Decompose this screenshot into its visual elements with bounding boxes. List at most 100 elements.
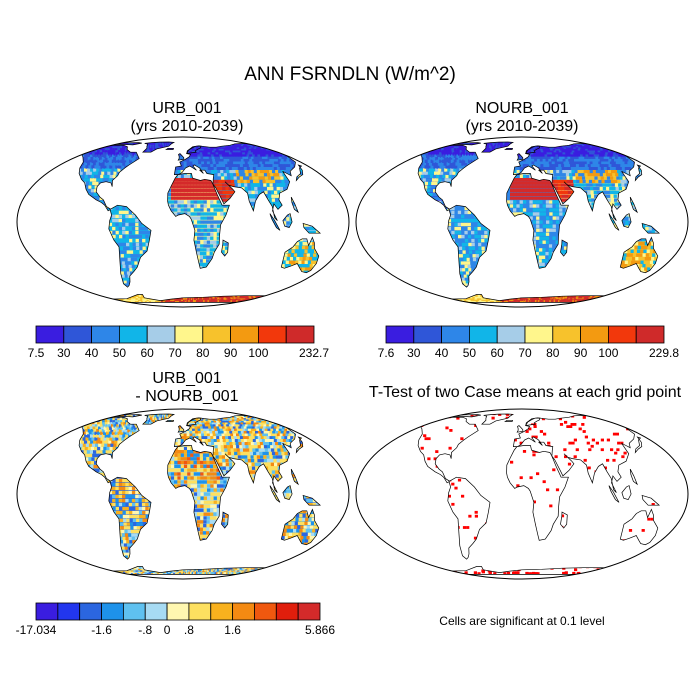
grid-cell — [472, 181, 476, 186]
panel-1-title-line1: URB_001 — [152, 100, 222, 117]
grid-cell — [195, 143, 200, 145]
grid-cell — [427, 171, 432, 175]
grid-cell — [74, 148, 78, 152]
grid-cell — [339, 218, 343, 221]
grid-cell — [197, 236, 201, 240]
grid-cell — [213, 204, 217, 208]
coastline-eurasia — [173, 143, 308, 221]
grid-cell — [60, 178, 63, 182]
grid-cell — [160, 148, 164, 152]
grid-cell — [312, 151, 316, 154]
grid-cell — [295, 183, 299, 187]
grid-cell — [97, 165, 101, 169]
grid-cell — [60, 157, 63, 161]
grid-cell — [125, 174, 129, 179]
grid-cell — [399, 196, 400, 201]
grid-cell — [416, 189, 421, 193]
grid-cell — [432, 157, 436, 161]
grid-cell — [266, 158, 271, 162]
grid-cell — [168, 178, 172, 182]
grid-cell — [204, 143, 208, 145]
grid-cell — [196, 173, 200, 175]
grid-cell — [52, 162, 56, 165]
grid-cell — [415, 196, 420, 201]
grid-cell — [269, 163, 274, 167]
grid-cell — [467, 200, 472, 204]
grid-cell — [471, 148, 476, 152]
grid-cell — [245, 172, 249, 177]
grid-cell — [123, 271, 128, 275]
grid-cell — [138, 222, 143, 227]
grid-cell — [84, 154, 88, 158]
grid-cell — [433, 189, 437, 193]
grid-cell — [43, 205, 47, 208]
grid-cell — [189, 169, 194, 174]
grid-cell — [216, 224, 221, 228]
grid-cell — [199, 255, 204, 259]
grid-cell — [215, 259, 219, 263]
grid-cell — [459, 148, 463, 152]
grid-cell — [137, 277, 141, 281]
grid-cell — [336, 183, 340, 186]
grid-cell — [315, 176, 319, 179]
grid-cell — [421, 200, 426, 204]
grid-cell — [266, 299, 271, 303]
grid-cell — [209, 185, 213, 189]
grid-cell — [142, 285, 147, 288]
grid-cell — [291, 172, 296, 177]
grid-cell — [198, 160, 202, 165]
grid-cell — [168, 294, 172, 297]
grid-cell — [436, 148, 440, 152]
grid-cell — [72, 208, 76, 211]
grid-cell — [114, 181, 118, 186]
grid-cell — [416, 145, 420, 149]
grid-cell — [414, 174, 418, 179]
grid-cell — [171, 251, 175, 256]
grid-cell — [251, 163, 256, 167]
grid-cell — [375, 209, 379, 212]
grid-cell — [218, 151, 222, 155]
grid-cell — [71, 168, 76, 172]
grid-cell — [312, 218, 316, 221]
grid-cell — [174, 220, 178, 224]
grid-cell — [203, 143, 207, 147]
grid-cell — [60, 181, 61, 186]
grid-cell — [268, 179, 273, 184]
grid-cell — [269, 169, 273, 174]
grid-cell — [80, 192, 85, 197]
grid-cell — [207, 163, 211, 167]
grid-cell — [420, 154, 424, 158]
grid-cell — [46, 209, 50, 212]
main-title: ANN FSRNDLN (W/m^2) — [244, 64, 456, 85]
grid-cell — [112, 146, 116, 150]
grid-cell — [95, 154, 99, 158]
grid-cell — [180, 294, 185, 297]
grid-cell — [177, 266, 182, 269]
colorbar-swatch — [202, 325, 232, 344]
grid-cell — [284, 155, 288, 159]
grid-cell — [320, 195, 324, 198]
grid-cell — [117, 181, 122, 186]
grid-cell — [262, 143, 267, 145]
grid-cell — [187, 181, 191, 185]
grid-cell — [128, 196, 133, 201]
grid-cell — [412, 152, 416, 156]
grid-cell — [196, 148, 201, 153]
grid-cell — [253, 148, 258, 153]
grid-cell — [249, 158, 253, 162]
land-cells-australia — [281, 238, 319, 273]
grid-cell — [152, 294, 156, 299]
grid-cell — [261, 166, 266, 170]
grid-cell — [193, 240, 198, 244]
coastline-philippines — [290, 196, 299, 214]
grid-cell — [140, 285, 144, 288]
grid-cell — [190, 208, 195, 212]
grid-cell — [88, 165, 92, 169]
grid-cell — [401, 150, 406, 154]
grid-cell — [257, 163, 262, 167]
grid-cell — [47, 201, 51, 204]
grid-cell — [126, 185, 131, 189]
grid-cell — [466, 148, 471, 152]
grid-cell — [178, 294, 182, 297]
grid-cell — [53, 185, 57, 188]
